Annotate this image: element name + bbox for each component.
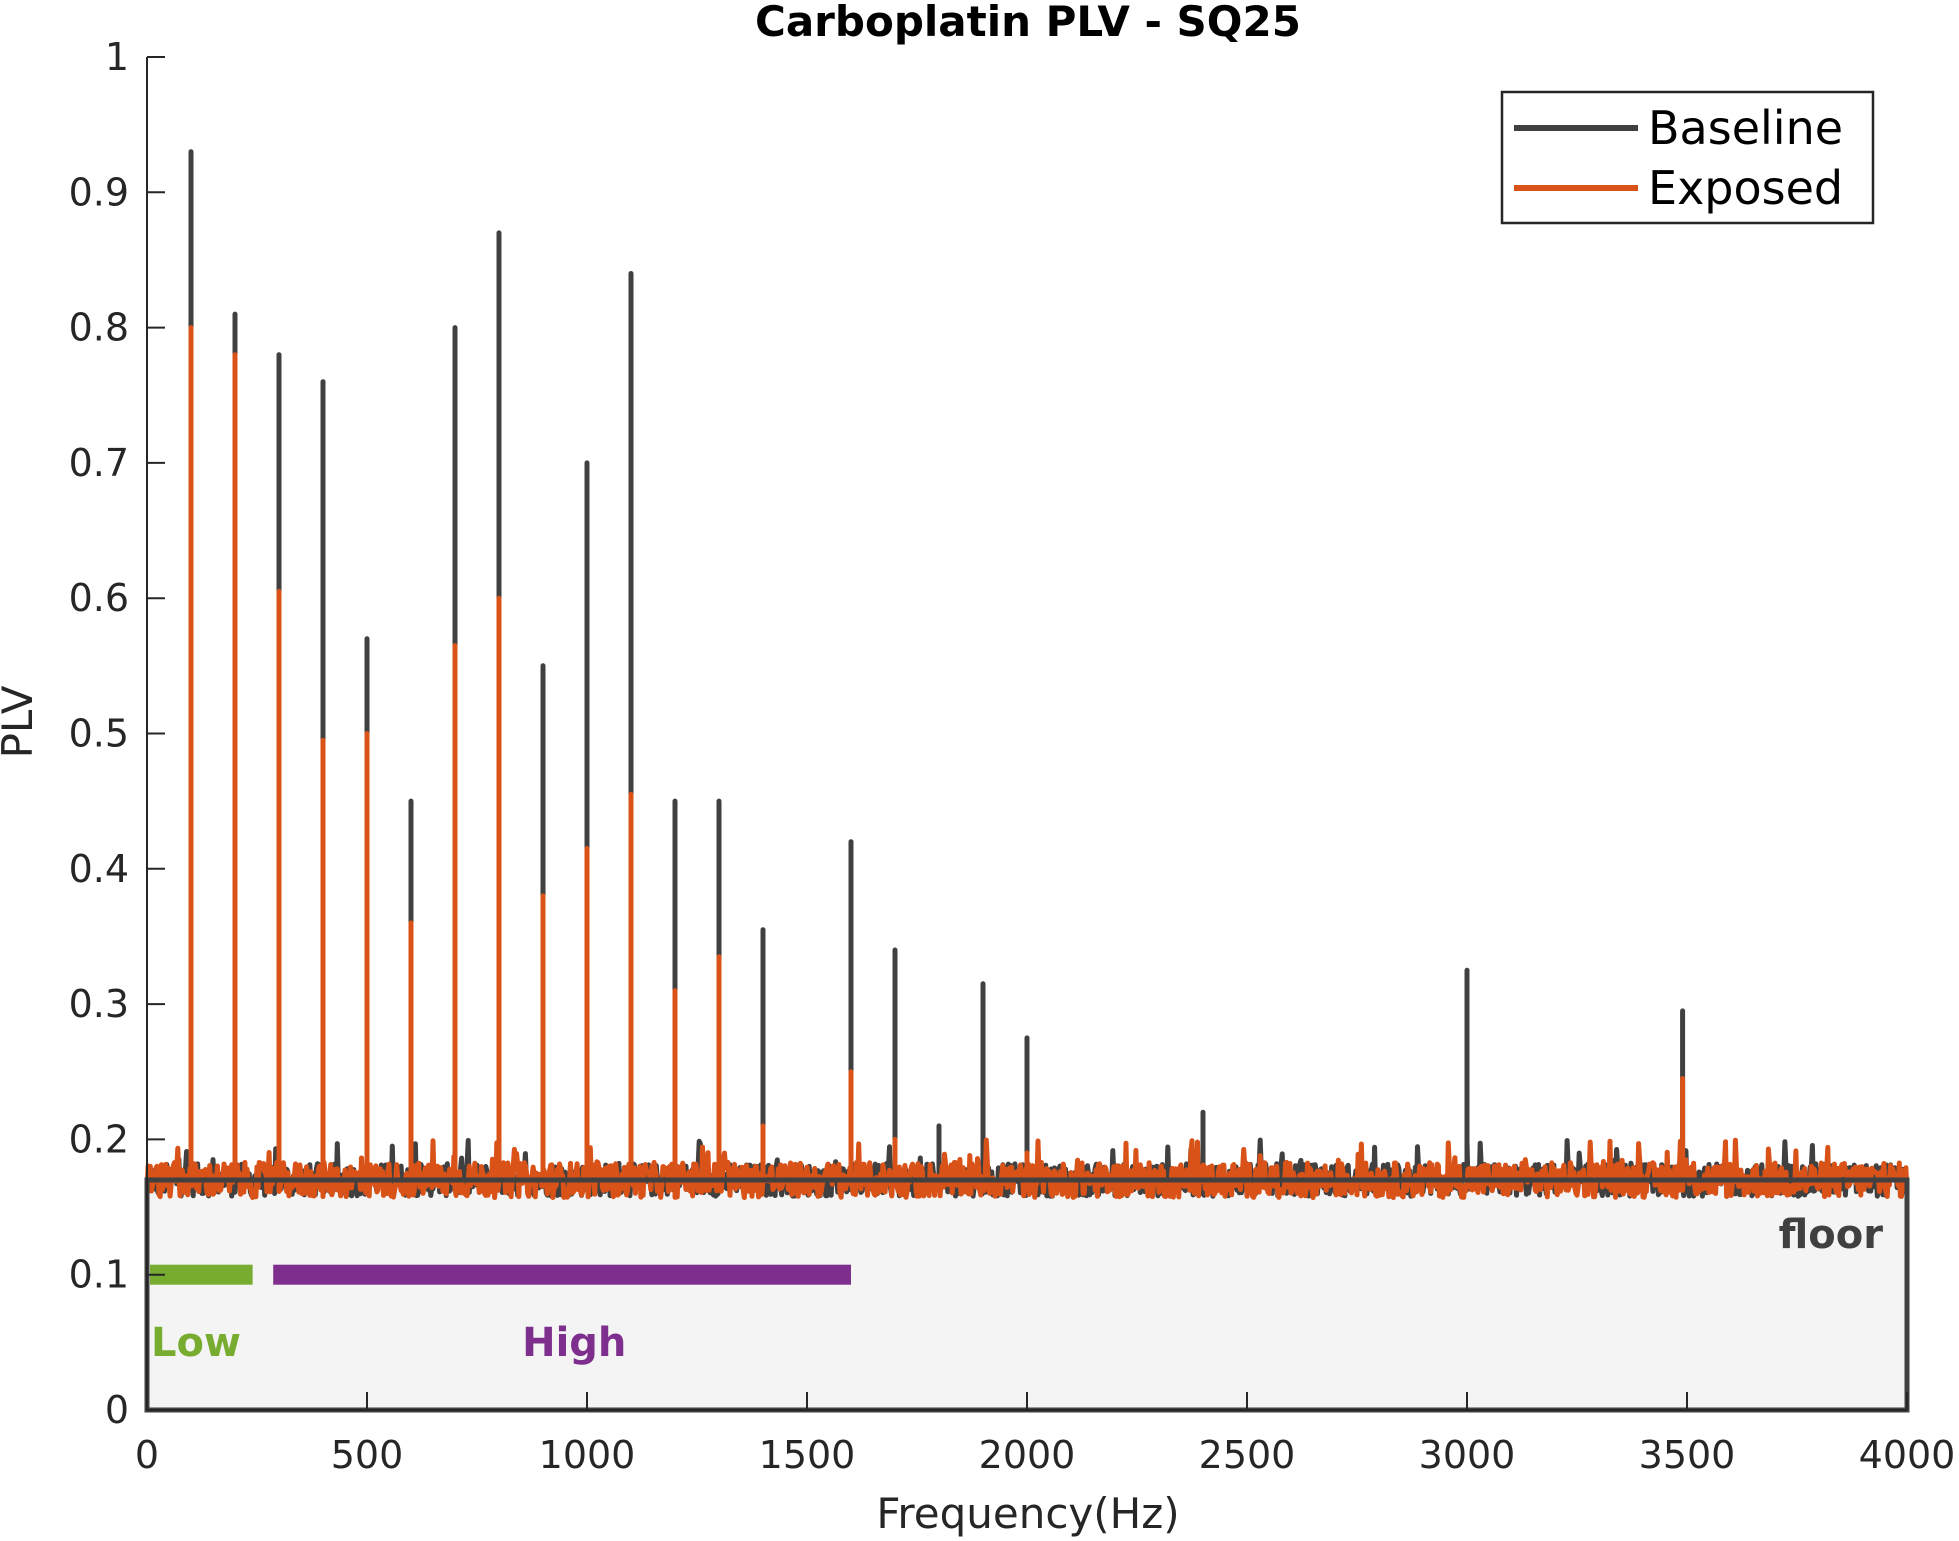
axes: 0 0.1 0.2 0.3 0.4 0.5 0.6 0.7 0.8 0.9 1 0 500 1000 150… [69,35,1956,1477]
y-tick-label: 0.8 [69,306,129,350]
y-axis-label: PLV [0,685,42,758]
x-tick-label: 1500 [759,1433,856,1477]
y-tick-label: 0.3 [69,982,129,1026]
floor-label: floor [1779,1212,1884,1258]
frequency-ranges: Low High [150,1264,851,1366]
series-line-exposed [144,325,1910,1201]
y-tick-label: 0.6 [69,576,129,620]
legend-box [1500,90,1875,225]
x-axis-label: Frequency(Hz) [876,1489,1179,1538]
legend-label-exposed: Exposed [1648,161,1843,215]
x-tick-label: 3000 [1419,1433,1516,1477]
range-label-high: High [522,1320,626,1366]
legend: Baseline Exposed [1500,90,1875,225]
x-tick-label: 3500 [1639,1433,1736,1477]
y-tick-label: 0.9 [69,170,129,214]
y-tick-label: 0.5 [69,712,129,756]
floor-region [147,1179,1907,1410]
range-bar-low [150,1264,253,1285]
series-layer [144,149,1910,1201]
y-tick-label: 0 [105,1388,129,1432]
legend-label-baseline: Baseline [1648,101,1843,155]
y-tick-label: 1 [105,35,129,79]
floor-shade [147,1179,1907,1410]
x-tick-label: 2500 [1199,1433,1296,1477]
chart-title: Carboplatin PLV - SQ25 [755,0,1301,46]
range-bar-high [273,1264,851,1285]
x-tick-label: 4000 [1859,1433,1956,1477]
x-tick-label: 500 [331,1433,404,1477]
x-tick-label: 2000 [979,1433,1076,1477]
y-tick-label: 0.4 [69,847,129,891]
x-tick-label: 1000 [539,1433,636,1477]
y-tick-label: 0.2 [69,1117,129,1161]
y-tick-label: 0.1 [69,1253,129,1297]
x-tick-label: 0 [135,1433,159,1477]
y-tick-label: 0.7 [69,441,129,485]
range-label-low: Low [151,1320,241,1366]
